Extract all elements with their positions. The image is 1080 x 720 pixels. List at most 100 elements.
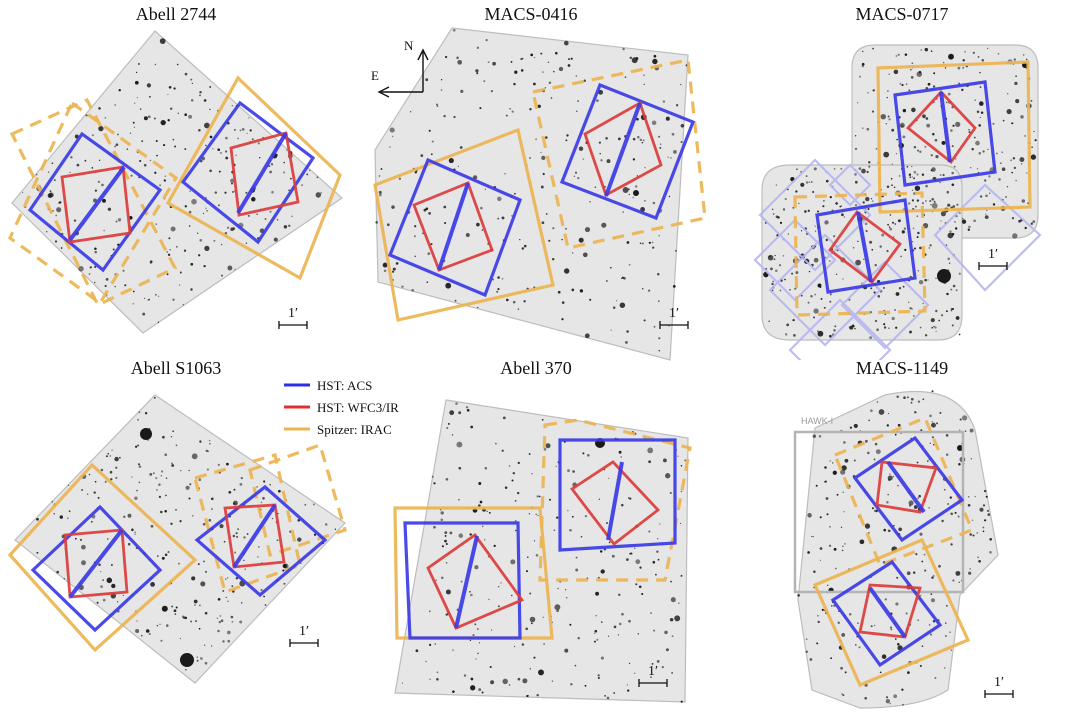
point-source <box>931 422 936 428</box>
point-source <box>88 273 91 275</box>
point-source <box>529 667 532 670</box>
point-source <box>189 190 191 192</box>
point-source <box>984 179 987 182</box>
point-source <box>854 147 858 151</box>
point-source <box>944 635 947 637</box>
point-source <box>210 497 214 501</box>
point-source <box>916 199 920 202</box>
point-source <box>114 145 117 148</box>
point-source <box>910 401 913 404</box>
point-source <box>484 466 488 470</box>
point-source <box>482 525 484 527</box>
point-source <box>541 155 546 161</box>
irac-footprint-cluster <box>812 537 971 688</box>
point-source <box>112 248 115 251</box>
point-source <box>239 620 243 624</box>
point-source <box>979 116 981 119</box>
point-source <box>157 295 160 297</box>
point-source <box>478 482 482 485</box>
point-source <box>552 70 555 73</box>
wfc3-footprint-parallel <box>223 503 286 569</box>
point-source <box>987 148 989 151</box>
point-source <box>233 502 236 505</box>
point-source <box>921 202 925 205</box>
point-source <box>976 532 978 534</box>
point-source <box>605 280 608 282</box>
point-source <box>463 674 467 677</box>
point-source <box>543 447 547 451</box>
point-source <box>475 658 477 660</box>
point-source <box>930 598 936 603</box>
point-source <box>222 640 225 643</box>
point-source <box>654 573 657 576</box>
point-source <box>996 152 998 155</box>
irac-footprint-cluster <box>7 462 198 653</box>
point-source <box>772 213 775 215</box>
point-source <box>981 59 985 62</box>
point-source <box>918 70 922 74</box>
point-source <box>895 602 899 606</box>
point-source <box>621 276 624 279</box>
point-source <box>414 255 417 258</box>
panel-macs-0717-footprints <box>753 60 1042 360</box>
point-source <box>1001 151 1003 153</box>
point-source <box>652 246 655 249</box>
point-source <box>570 683 573 686</box>
point-source <box>843 441 846 444</box>
point-source <box>582 158 585 160</box>
point-source <box>190 78 193 81</box>
point-source <box>445 542 448 546</box>
point-source <box>868 161 871 164</box>
point-source <box>477 306 479 309</box>
point-source <box>814 225 816 227</box>
point-source <box>1006 92 1009 95</box>
point-source <box>167 253 171 256</box>
point-source <box>908 301 910 303</box>
point-source <box>922 398 925 401</box>
point-source <box>80 488 84 492</box>
irac-footprint-cluster <box>373 127 555 322</box>
point-source <box>861 64 865 68</box>
point-source <box>597 674 600 677</box>
point-source <box>823 306 826 309</box>
point-source <box>841 632 846 637</box>
point-source <box>608 541 611 544</box>
point-source <box>389 146 391 148</box>
point-source <box>672 285 676 288</box>
point-source <box>148 95 151 98</box>
point-source <box>973 219 976 223</box>
irac-footprint-parallel <box>538 418 692 582</box>
point-source <box>283 161 285 164</box>
point-source <box>968 225 971 229</box>
point-source <box>137 63 140 65</box>
point-source <box>840 167 843 170</box>
point-source <box>199 238 203 242</box>
point-source <box>657 538 659 540</box>
point-source <box>428 129 431 132</box>
point-source <box>606 696 610 700</box>
point-source <box>134 533 136 535</box>
point-source <box>225 156 229 160</box>
point-source <box>517 461 520 465</box>
point-source <box>276 539 279 542</box>
point-source <box>924 145 927 148</box>
point-source <box>894 433 897 436</box>
point-source <box>476 46 480 50</box>
point-source <box>798 202 800 205</box>
compass <box>377 48 429 98</box>
point-source <box>885 699 891 704</box>
point-source <box>618 450 622 454</box>
point-source <box>429 643 432 646</box>
point-source <box>513 82 516 86</box>
point-source <box>98 107 101 110</box>
point-source <box>542 71 544 73</box>
point-source <box>805 175 808 178</box>
point-source <box>209 135 213 139</box>
point-source <box>440 79 443 81</box>
point-source <box>804 210 807 213</box>
point-source <box>334 528 337 530</box>
point-source <box>1000 162 1002 164</box>
point-source <box>51 500 54 503</box>
point-source <box>885 696 889 699</box>
point-source <box>777 216 780 219</box>
